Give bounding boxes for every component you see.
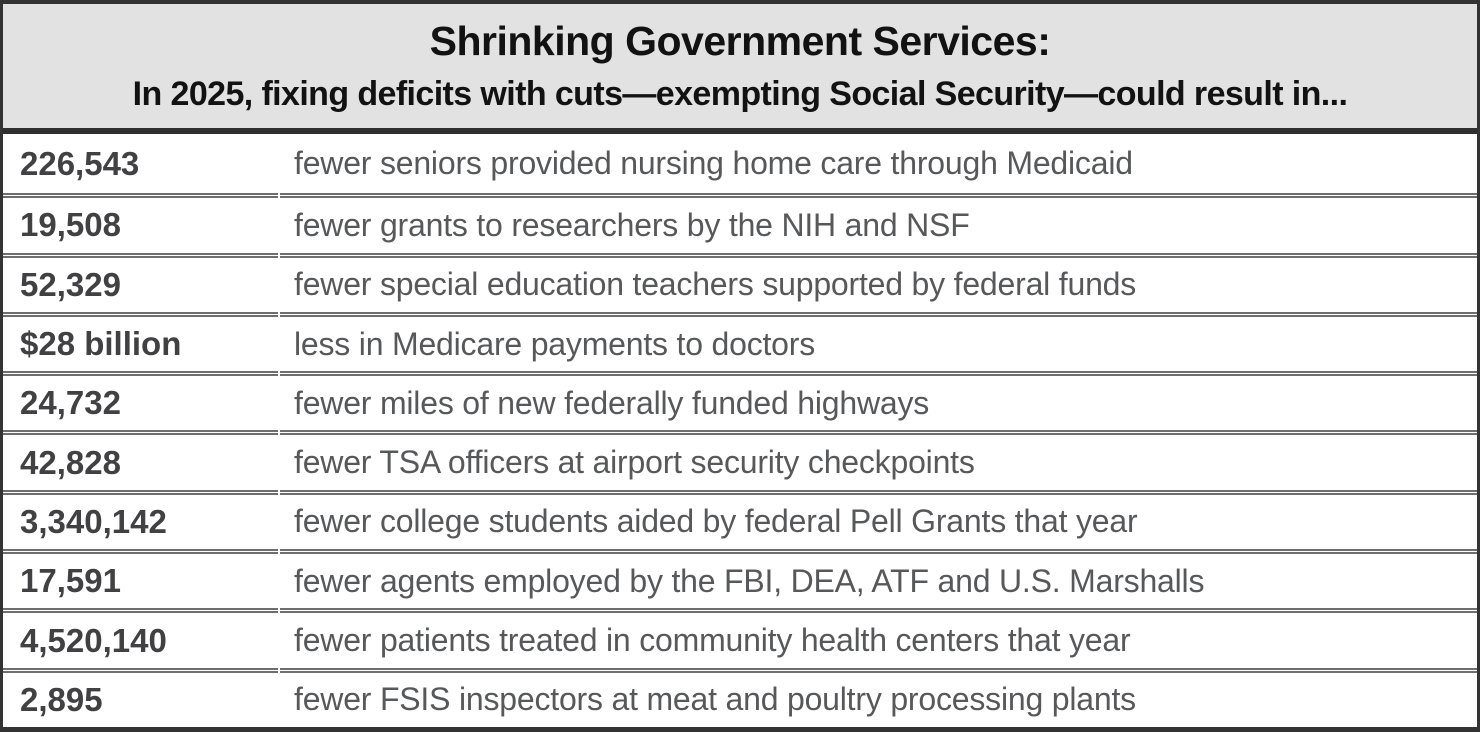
row-value: 226,543 — [20, 144, 140, 182]
row-description: fewer grants to researchers by the NIH a… — [280, 193, 1477, 252]
table-row: 42,828 fewer TSA officers at airport sec… — [3, 430, 1477, 490]
table-row: 4,520,140 fewer patients treated in comm… — [3, 608, 1477, 668]
table-row: 3,340,142 fewer college students aided b… — [3, 489, 1477, 550]
row-description: fewer agents employed by the FBI, DEA, A… — [280, 549, 1477, 608]
row-value: 2,895 — [3, 667, 278, 727]
row-value: $28 billion — [3, 311, 278, 371]
row-value: 3,340,142 — [3, 489, 278, 549]
table-row: 24,732 fewer miles of new federally fund… — [3, 371, 1477, 431]
table-row: $28 billion less in Medicare payments to… — [3, 311, 1477, 372]
table-row: 52,329 fewer special education teachers … — [3, 252, 1477, 312]
row-value: 24,732 — [3, 371, 278, 430]
row-description: fewer special education teachers support… — [280, 252, 1477, 312]
row-description: fewer patients treated in community heal… — [280, 608, 1477, 667]
table-subtitle: In 2025, fixing deficits with cuts—exemp… — [132, 75, 1348, 113]
table-row: 2,895 fewer FSIS inspectors at meat and … — [3, 667, 1477, 727]
row-value: 19,508 — [3, 193, 278, 252]
row-description: fewer seniors provided nursing home care… — [294, 145, 1133, 182]
row-description: fewer FSIS inspectors at meat and poultr… — [280, 667, 1477, 727]
row-value: 17,591 — [3, 549, 278, 608]
row-value: 42,828 — [3, 430, 278, 489]
row-description: fewer miles of new federally funded high… — [280, 371, 1477, 430]
table-row: 17,591 fewer agents employed by the FBI,… — [3, 549, 1477, 609]
row-description: fewer TSA officers at airport security c… — [280, 430, 1477, 489]
table-header: Shrinking Government Services: In 2025, … — [3, 4, 1477, 134]
row-value: 52,329 — [3, 252, 278, 312]
table-row: 226,543 fewer seniors provided nursing h… — [3, 134, 1477, 194]
row-value: 4,520,140 — [3, 608, 278, 667]
table-title: Shrinking Government Services: — [429, 18, 1051, 64]
row-description: fewer college students aided by federal … — [280, 489, 1477, 549]
table-row: 19,508 fewer grants to researchers by th… — [3, 193, 1477, 253]
row-description: less in Medicare payments to doctors — [280, 311, 1477, 371]
table-body: 226,543 fewer seniors provided nursing h… — [3, 134, 1477, 727]
